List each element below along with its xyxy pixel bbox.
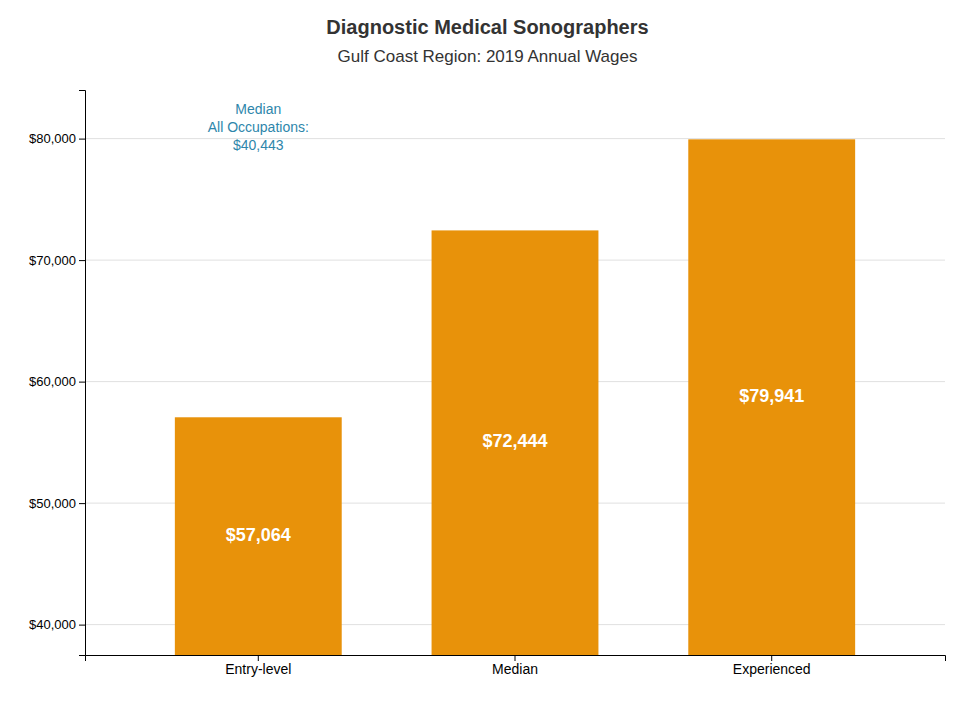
- annotation: Median All Occupations: $40,443: [208, 101, 309, 153]
- annotation-line: Median: [235, 101, 281, 117]
- y-tick-mark: [79, 260, 85, 261]
- data-labels: $57,064 $72,444 $79,941: [226, 386, 805, 545]
- y-tick-label: $60,000: [29, 374, 76, 389]
- grid-line: [85, 138, 945, 139]
- x-tick-label: Experienced: [733, 661, 811, 677]
- y-tick-label: $70,000: [29, 253, 76, 268]
- bars: [175, 139, 855, 655]
- y-tick: $80,000: [29, 131, 85, 146]
- x-tick: Entry-level: [225, 655, 291, 677]
- y-tick: $70,000: [29, 253, 85, 268]
- y-axis-line: [79, 91, 86, 656]
- bar: [432, 230, 599, 655]
- x-tick: Experienced: [733, 655, 811, 677]
- y-tick-mark: [79, 503, 85, 504]
- data-label: $57,064: [226, 525, 291, 545]
- y-tick: $40,000: [29, 617, 85, 632]
- plot: $57,064 $72,444 $79,941 $40,000 $50,000 $60,0…: [29, 91, 946, 677]
- y-tick-mark: [79, 625, 85, 626]
- subtitle: Gulf Coast Region: 2019 Annual Wages: [338, 47, 638, 66]
- y-tick-mark: [79, 382, 85, 383]
- data-label: $72,444: [482, 431, 547, 451]
- y-tick-label: $40,000: [29, 617, 76, 632]
- title: Diagnostic Medical Sonographers: [326, 16, 648, 38]
- y-axis: $40,000 $50,000 $60,000 $70,000 $80,000: [29, 91, 86, 656]
- data-label: $79,941: [739, 386, 804, 406]
- annotation-line: All Occupations:: [208, 119, 309, 135]
- y-tick-mark: [79, 139, 85, 140]
- chart: Diagnostic Medical Sonographers Gulf Coas…: [0, 0, 975, 705]
- x-tick-label: Median: [492, 661, 538, 677]
- y-tick-label: $50,000: [29, 496, 76, 511]
- y-tick-label: $80,000: [29, 131, 76, 146]
- x-tick: Median: [492, 655, 538, 677]
- annotation-line: $40,443: [233, 137, 284, 153]
- y-tick: $60,000: [29, 374, 85, 389]
- bar: [688, 139, 855, 655]
- y-tick: $50,000: [29, 496, 85, 511]
- x-axis: Entry-level Median Experienced: [86, 655, 946, 677]
- x-tick-label: Entry-level: [225, 661, 291, 677]
- bar: [175, 417, 342, 655]
